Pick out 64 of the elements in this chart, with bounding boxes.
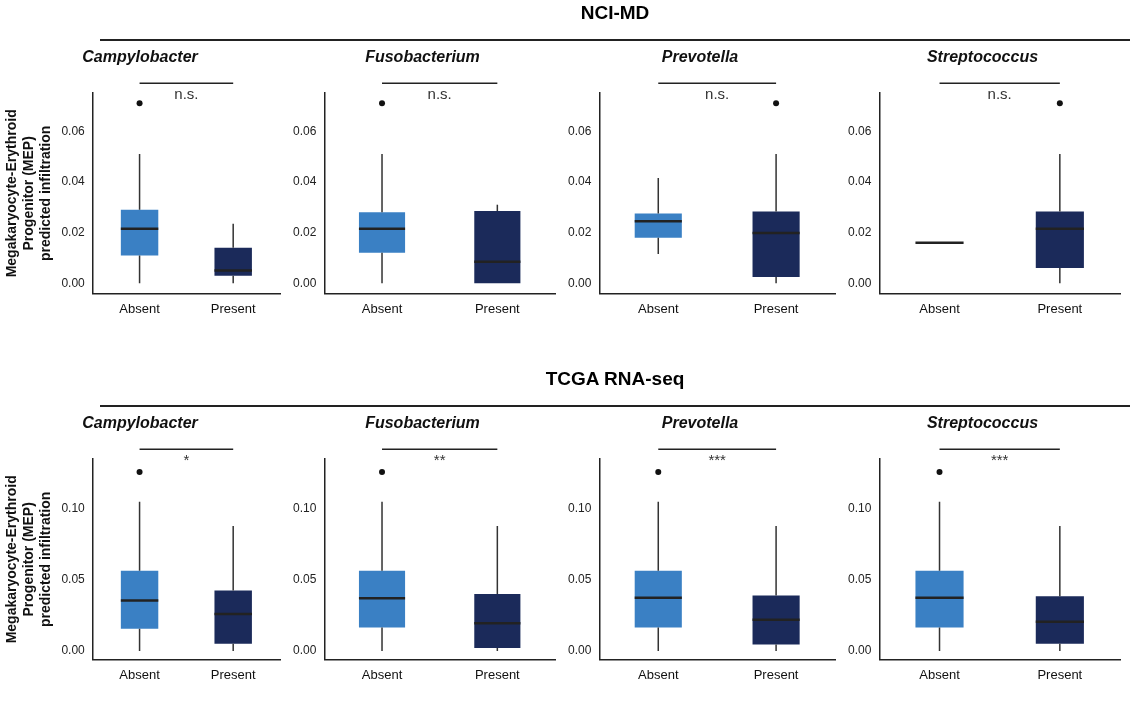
x-tick-label: Present [753, 666, 799, 682]
x-tick-label: Present [474, 300, 521, 316]
y-tick-label: 0.00 [568, 643, 592, 658]
x-tick-label: Absent [919, 666, 961, 682]
chart-title: Streptococcus [926, 48, 1039, 66]
y-tick-label: 0.00 [61, 275, 86, 290]
y-tick-label: 0.05 [61, 572, 86, 587]
y-tick-label: 0.02 [848, 224, 872, 239]
y-tick-label: 0.04 [293, 174, 317, 189]
y-tick-label: 0.05 [293, 572, 317, 587]
chart-title: Campylobacter [82, 414, 199, 432]
text: TCGA RNA-seq [544, 368, 686, 390]
annotation: *** [708, 450, 727, 468]
x-tick-label: Absent [361, 300, 403, 316]
y-tick-label: 0.06 [293, 123, 317, 138]
x-tick-label: Present [1037, 300, 1083, 316]
y-tick-label: 0.06 [848, 123, 872, 138]
y-tick-label: 0.06 [568, 123, 592, 138]
chart-title: Fusobacterium [365, 414, 480, 432]
annotation: * [183, 450, 190, 468]
annotation: n.s. [987, 84, 1012, 102]
x-tick-label: Present [210, 300, 256, 316]
y-tick-label: 0.02 [568, 224, 592, 239]
x-tick-label: Absent [361, 666, 403, 682]
text: NCI-MD [579, 2, 651, 24]
annotation: n.s. [705, 84, 730, 102]
chart-title: Prevotella [661, 414, 739, 432]
y-tick-label: 0.06 [61, 123, 86, 138]
y-tick-label: 0.02 [293, 224, 317, 239]
x-tick-label: Absent [119, 666, 161, 682]
x-tick-label: Present [1037, 666, 1083, 682]
y-tick-label: 0.00 [293, 275, 317, 290]
x-tick-label: Present [474, 666, 521, 682]
x-tick-label: Absent [919, 300, 961, 316]
annotation: *** [990, 450, 1009, 468]
annotation: n.s. [174, 84, 199, 102]
y-tick-label: 0.00 [848, 275, 872, 290]
y-tick-label: 0.10 [293, 501, 317, 516]
y-tick-label: 0.04 [61, 174, 86, 189]
y-tick-label: 0.05 [568, 572, 592, 587]
x-tick-label: Absent [638, 666, 679, 682]
y-tick-label: 0.10 [568, 501, 592, 516]
y-tick-label: 0.10 [848, 501, 872, 516]
annotation: n.s. [427, 84, 452, 102]
annotation: ** [433, 450, 446, 468]
x-tick-label: Absent [119, 300, 161, 316]
y-tick-label: 0.00 [568, 275, 592, 290]
chart-title: Fusobacterium [365, 48, 480, 66]
x-tick-label: Present [210, 666, 256, 682]
y-axis-title: Megakaryocyte-Erythroid Progenitor (MEP) predicted infiltration [3, 475, 53, 644]
y-tick-label: 0.10 [61, 501, 86, 516]
y-axis-title: Megakaryocyte-Erythroid Progenitor (MEP) predicted infiltration [3, 109, 53, 278]
x-tick-label: Absent [638, 300, 679, 316]
chart-title: Prevotella [661, 48, 739, 66]
y-tick-label: 0.04 [848, 174, 872, 189]
y-tick-label: 0.00 [848, 643, 872, 658]
y-tick-label: 0.00 [61, 643, 86, 658]
y-tick-label: 0.05 [848, 572, 872, 587]
y-tick-label: 0.04 [568, 174, 592, 189]
y-tick-label: 0.02 [61, 224, 86, 239]
chart-title: Streptococcus [926, 414, 1039, 432]
x-tick-label: Present [753, 300, 799, 316]
chart-title: Campylobacter [82, 48, 199, 66]
y-tick-label: 0.00 [293, 643, 317, 658]
